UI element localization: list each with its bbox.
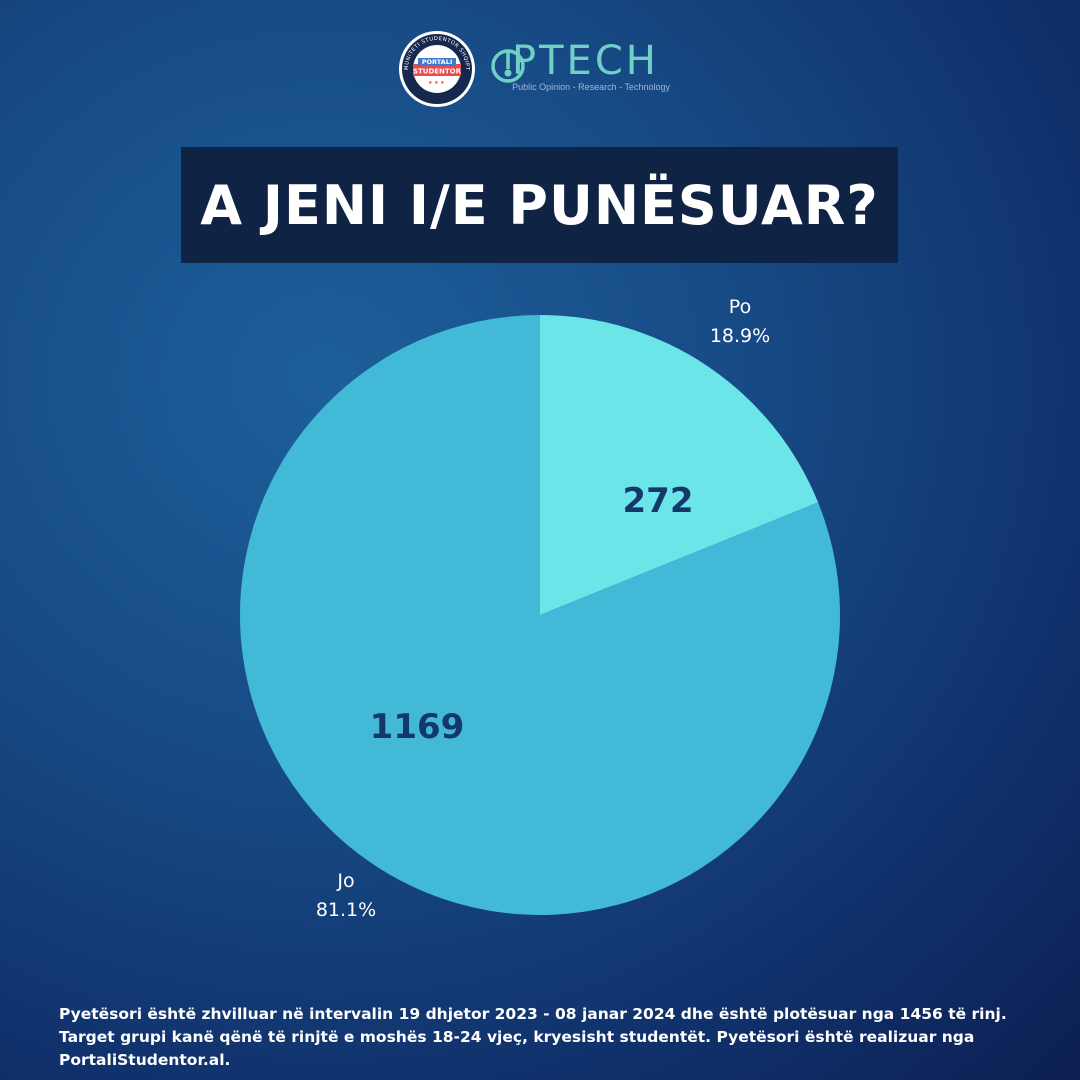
logos-header: PORTALI STUDENTOR ★ ★ ★ KOMUNITETI STUDE… xyxy=(0,30,1080,110)
seal-line2: STUDENTOR xyxy=(413,68,462,76)
footer-note: Pyetësori është zhvilluar në intervalin … xyxy=(59,1005,1007,1069)
slice-value-label-po: 272 xyxy=(623,481,694,521)
svg-text:★ ★ ★: ★ ★ ★ xyxy=(428,80,445,86)
slice-value-label-jo: 1169 xyxy=(370,707,465,747)
portali-studentor-logo: PORTALI STUDENTOR ★ ★ ★ KOMUNITETI STUDE… xyxy=(398,30,475,107)
brand-wordmark: PTECH xyxy=(512,38,659,84)
pie-slice-po xyxy=(540,315,819,615)
seal-line1: PORTALI xyxy=(422,58,453,66)
slice-percent-label-jo: 81.1% xyxy=(316,899,376,921)
slice-name-label-jo: Jo xyxy=(336,870,354,892)
page-title: A JENI I/E PUNËSUAR? xyxy=(200,173,879,237)
slice-name-label-po: Po xyxy=(729,296,751,318)
optech-logo-mark xyxy=(491,49,525,83)
title-banner: A JENI I/E PUNËSUAR? xyxy=(181,147,898,263)
slice-percent-label-po: 18.9% xyxy=(710,325,770,347)
pie-slice-jo xyxy=(240,315,841,915)
brand-tagline: Public Opinion - Research - Technology xyxy=(512,82,670,92)
